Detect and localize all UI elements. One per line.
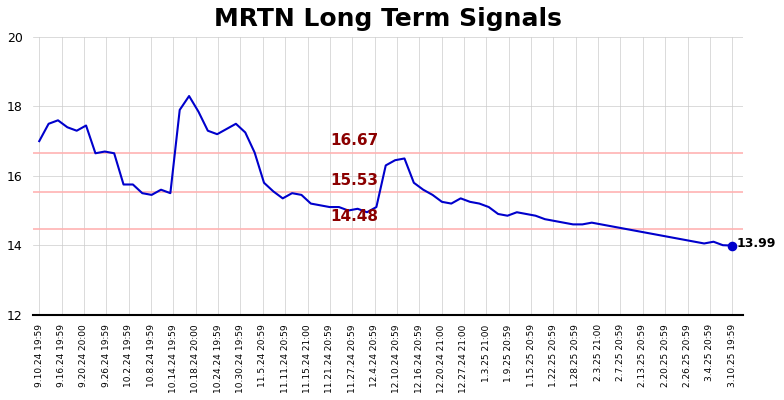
Text: 13.99: 13.99 [737, 237, 776, 250]
Text: 16.67: 16.67 [330, 134, 379, 148]
Text: 15.53: 15.53 [330, 173, 379, 188]
Point [726, 242, 739, 249]
Text: 14.48: 14.48 [330, 209, 379, 224]
Title: MRTN Long Term Signals: MRTN Long Term Signals [214, 7, 562, 31]
